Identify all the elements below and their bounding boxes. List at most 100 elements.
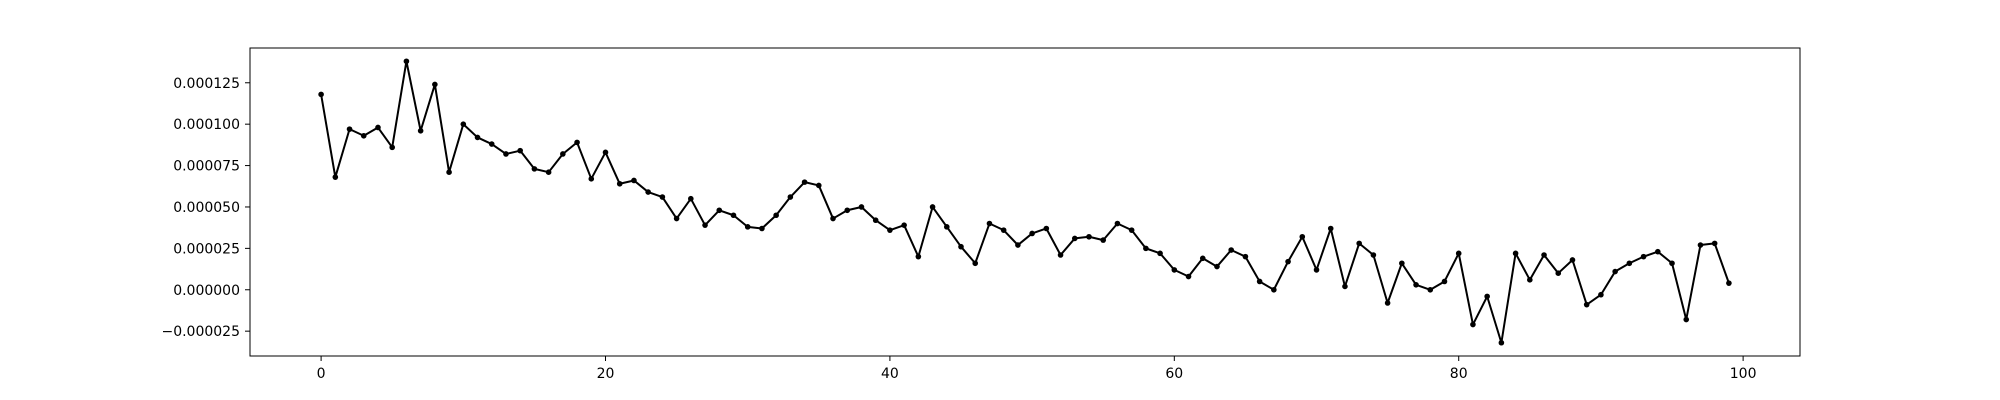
data-point — [702, 222, 708, 228]
plot-frame — [249, 47, 1801, 357]
data-point — [673, 215, 680, 222]
data-point — [1583, 301, 1590, 308]
data-point — [1228, 247, 1234, 253]
data-point — [858, 204, 865, 210]
data-point — [659, 194, 666, 200]
data-point — [1299, 233, 1306, 240]
data-point — [1726, 280, 1732, 286]
data-point — [474, 134, 481, 141]
data-point — [1498, 339, 1505, 346]
data-point — [887, 227, 893, 233]
x-axis: 0 20 40 60 80 100 — [317, 356, 1757, 382]
data-point — [1029, 230, 1035, 237]
data-point — [986, 220, 993, 227]
data-point — [1612, 268, 1618, 275]
data-point — [830, 215, 836, 222]
data-point — [1569, 257, 1576, 263]
data-point — [1527, 277, 1533, 283]
series-layer — [318, 58, 1732, 346]
plot-background — [250, 48, 1800, 356]
y-tick-label: 0.000125 — [173, 76, 240, 92]
data-point — [1683, 316, 1690, 323]
x-tick-label: 40 — [881, 366, 899, 382]
data-point — [1455, 250, 1462, 257]
y-tick-label: −0.000025 — [161, 324, 240, 340]
data-point — [1669, 260, 1675, 267]
data-point — [1242, 253, 1249, 260]
data-point — [816, 182, 822, 189]
data-point — [1100, 237, 1107, 243]
data-point — [517, 147, 523, 154]
data-point — [1313, 267, 1320, 273]
x-tick-label: 80 — [1450, 366, 1468, 382]
data-point — [1711, 240, 1718, 247]
data-point — [1157, 250, 1163, 257]
y-tick-label: 0.000025 — [173, 241, 240, 257]
data-point — [1199, 255, 1206, 262]
data-point — [1697, 242, 1704, 248]
data-point — [417, 127, 424, 134]
data-point — [773, 212, 779, 219]
data-point — [1441, 278, 1448, 285]
data-point — [375, 124, 381, 131]
data-point — [716, 207, 723, 214]
data-point — [1484, 293, 1490, 300]
data-point — [759, 225, 765, 232]
data-point — [929, 204, 936, 210]
data-point — [1128, 227, 1135, 233]
x-tick-label: 60 — [1165, 366, 1183, 382]
data-point — [332, 174, 339, 180]
data-point — [360, 132, 367, 139]
data-point — [844, 207, 851, 214]
data-point — [1000, 227, 1007, 233]
data-point — [645, 189, 651, 195]
y-tick-label: 0.000075 — [173, 159, 240, 175]
data-point — [432, 81, 438, 88]
data-point — [1356, 240, 1362, 247]
data-point — [460, 121, 467, 127]
data-point — [872, 217, 879, 224]
data-point — [1256, 278, 1263, 285]
data-point — [588, 176, 595, 182]
series-line — [320, 60, 1730, 344]
data-point — [1512, 250, 1519, 257]
data-point — [545, 169, 552, 175]
data-point — [1071, 235, 1078, 242]
data-point — [574, 139, 580, 146]
data-point — [1271, 286, 1277, 293]
data-point — [1285, 258, 1291, 265]
y-tick-label: 0.000000 — [173, 283, 240, 299]
data-point — [1654, 248, 1661, 255]
data-point — [1185, 273, 1192, 280]
data-point — [958, 243, 964, 250]
data-point — [1342, 283, 1348, 290]
data-point — [1043, 225, 1050, 232]
data-point — [1626, 260, 1633, 267]
data-point — [744, 224, 751, 230]
y-tick-label: 0.000100 — [173, 117, 240, 133]
y-axis: −0.000025 0.000000 0.000025 0.000050 0.00007… — [161, 76, 250, 340]
data-point — [1541, 252, 1547, 258]
data-point — [1640, 253, 1647, 260]
data-point — [1413, 281, 1419, 288]
data-point — [915, 253, 922, 260]
data-point — [602, 149, 609, 156]
data-point — [318, 91, 324, 98]
data-point — [1555, 270, 1562, 277]
data-point — [1327, 225, 1334, 232]
data-point — [389, 144, 396, 151]
data-point — [730, 212, 737, 219]
x-tick-label: 0 — [317, 366, 326, 382]
data-point — [972, 260, 979, 267]
data-point — [787, 194, 794, 200]
data-point — [1057, 252, 1064, 258]
data-point — [1598, 291, 1604, 298]
x-tick-label: 100 — [1730, 366, 1757, 382]
data-point — [346, 126, 353, 132]
data-point — [688, 195, 694, 202]
data-point — [1086, 233, 1092, 240]
data-point — [403, 58, 410, 65]
data-point — [531, 166, 538, 172]
data-point — [801, 179, 808, 185]
data-point — [1214, 263, 1220, 270]
